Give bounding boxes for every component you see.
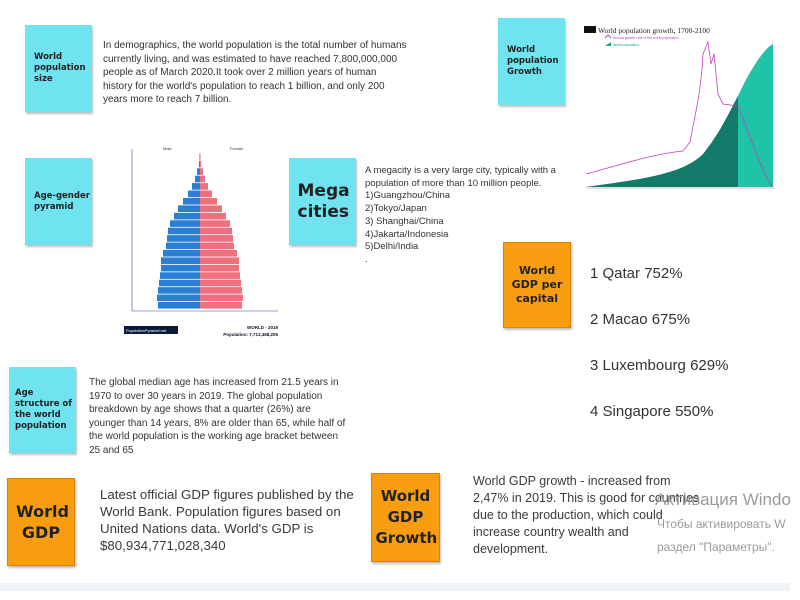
population-area-projected: [738, 44, 773, 187]
age-structure-label: Age structure of the world population: [9, 367, 76, 453]
label-text: Mega cities: [297, 180, 350, 222]
pyramid-bar-female: [200, 287, 242, 294]
world-gdp-label: World GDP: [7, 478, 75, 566]
pyramid-bar-female: [200, 279, 241, 287]
windows-watermark-line: раздел "Параметры".: [657, 540, 775, 554]
pyramid-bar-female: [200, 301, 242, 309]
population-area-past: [586, 96, 738, 187]
gdp-item: 4 Singapore 550%: [590, 403, 714, 420]
pyramid-bar-male: [199, 153, 200, 161]
legend-rate-icon: [604, 34, 612, 39]
gdp-per-capita-label: World GDP per capital: [503, 242, 571, 328]
male-label: Male: [163, 146, 172, 151]
windows-watermark-line: Чтобы активировать W: [657, 517, 786, 531]
gdp-item: 1 Qatar 752%: [590, 265, 683, 282]
pyramid-bar-female: [200, 190, 212, 198]
chart-logo: [584, 26, 596, 33]
pyramid-bar-male: [161, 264, 200, 272]
pyramid-bar-male: [163, 249, 200, 257]
pyramid-bar-female: [200, 160, 201, 168]
growth-rate-line: [585, 40, 774, 188]
pyramid-bar-male: [195, 175, 200, 183]
pyramid-bar-female: [200, 264, 239, 272]
pyramid-bar-male: [166, 242, 200, 250]
pyramid-bar-female: [200, 294, 243, 302]
pyramid-bar-male: [159, 279, 200, 287]
gdp-item: 2 Macao 675%: [590, 311, 691, 328]
pyramid-bar-male: [160, 272, 200, 279]
population-total: Population: 7,713,468,205: [223, 332, 278, 337]
label-text: World population size: [34, 52, 86, 84]
legend-pop-icon: [605, 42, 611, 46]
age-structure-text: The global median age has increased from…: [89, 377, 346, 456]
pyramid-bar-female: [200, 257, 239, 265]
world-population-growth-label: World population Growth: [498, 18, 565, 105]
mega-cities-text: A megacity is a very large city, typical…: [365, 165, 556, 265]
pyramid-bar-male: [168, 227, 200, 235]
label-text: Age-gender pyramid: [34, 190, 90, 212]
pyramid-bar-male: [183, 197, 200, 205]
source-text: PopulationPyramid.net: [126, 328, 167, 333]
label-text: World population Growth: [507, 45, 559, 77]
pyramid-bar-female: [200, 242, 234, 250]
pyramid-bar-female: [200, 220, 230, 227]
legend-pop: World population: [613, 43, 639, 47]
pyramid-bar-male: [157, 294, 200, 302]
pyramid-bar-female: [200, 272, 240, 279]
pyramid-bar-female: [200, 227, 232, 235]
chart-title: World population growth, 1700-2100: [598, 26, 710, 35]
pyramid-bar-male: [188, 190, 200, 198]
pyramid-bar-male: [158, 287, 200, 294]
pyramid-bar-male: [192, 183, 200, 190]
pyramid-bar-female: [200, 235, 233, 242]
pyramid-bar-male: [161, 257, 200, 265]
label-text: Age structure of the world population: [15, 388, 72, 431]
gdp-growth-text: World GDP growth - increased from 2,47% …: [473, 474, 700, 556]
world-gdp-text: Latest official GDP figures published by…: [100, 487, 354, 553]
label-text: World GDP per capital: [511, 264, 563, 305]
pyramid-bar-male: [174, 212, 200, 220]
world-year: WORLD - 2019: [247, 325, 279, 330]
legend-rate: Annual growth rate of the world populati…: [613, 36, 679, 40]
pyramid-bar-female: [200, 153, 201, 161]
pyramid-bar-female: [200, 249, 237, 257]
age-gender-pyramid-chart: Male Female PopulationPyramid.net WORLD …: [118, 143, 283, 343]
mega-cities-label: Mega cities: [289, 158, 356, 245]
windows-watermark-title: Активация Windo: [655, 490, 791, 509]
pyramid-bar-male: [158, 301, 200, 309]
population-size-text: In demographics, the world population is…: [103, 40, 407, 105]
pyramid-bar-female: [200, 175, 205, 183]
world-population-size-label: World population size: [25, 25, 92, 112]
pyramid-bar-female: [200, 197, 217, 205]
pyramid-bar-female: [200, 212, 226, 220]
pyramid-bar-female: [200, 168, 203, 175]
gdp-item: 3 Luxembourg 629%: [590, 357, 729, 374]
female-label: Female: [230, 146, 244, 151]
pyramid-bar-male: [167, 235, 200, 242]
population-growth-chart: World population growth, 1700-2100 Annua…: [583, 24, 783, 208]
label-text: World GDP: [16, 502, 69, 542]
pyramid-bar-female: [200, 183, 208, 190]
world-gdp-growth-label: World GDP Growth: [371, 473, 440, 562]
source-badge: [124, 326, 178, 334]
pyramid-bar-female: [200, 205, 222, 213]
age-gender-pyramid-label: Age-gender pyramid: [25, 158, 92, 245]
gdp-per-capita-list: 1 Qatar 752% 2 Macao 675% 3 Luxembourg 6…: [590, 239, 728, 446]
bottom-strip: [0, 583, 790, 591]
label-text: World GDP Growth: [375, 487, 438, 547]
pyramid-bar-male: [170, 220, 200, 227]
pyramid-bar-male: [199, 160, 200, 168]
pyramid-bar-male: [197, 168, 200, 175]
pyramid-bar-male: [178, 205, 200, 213]
